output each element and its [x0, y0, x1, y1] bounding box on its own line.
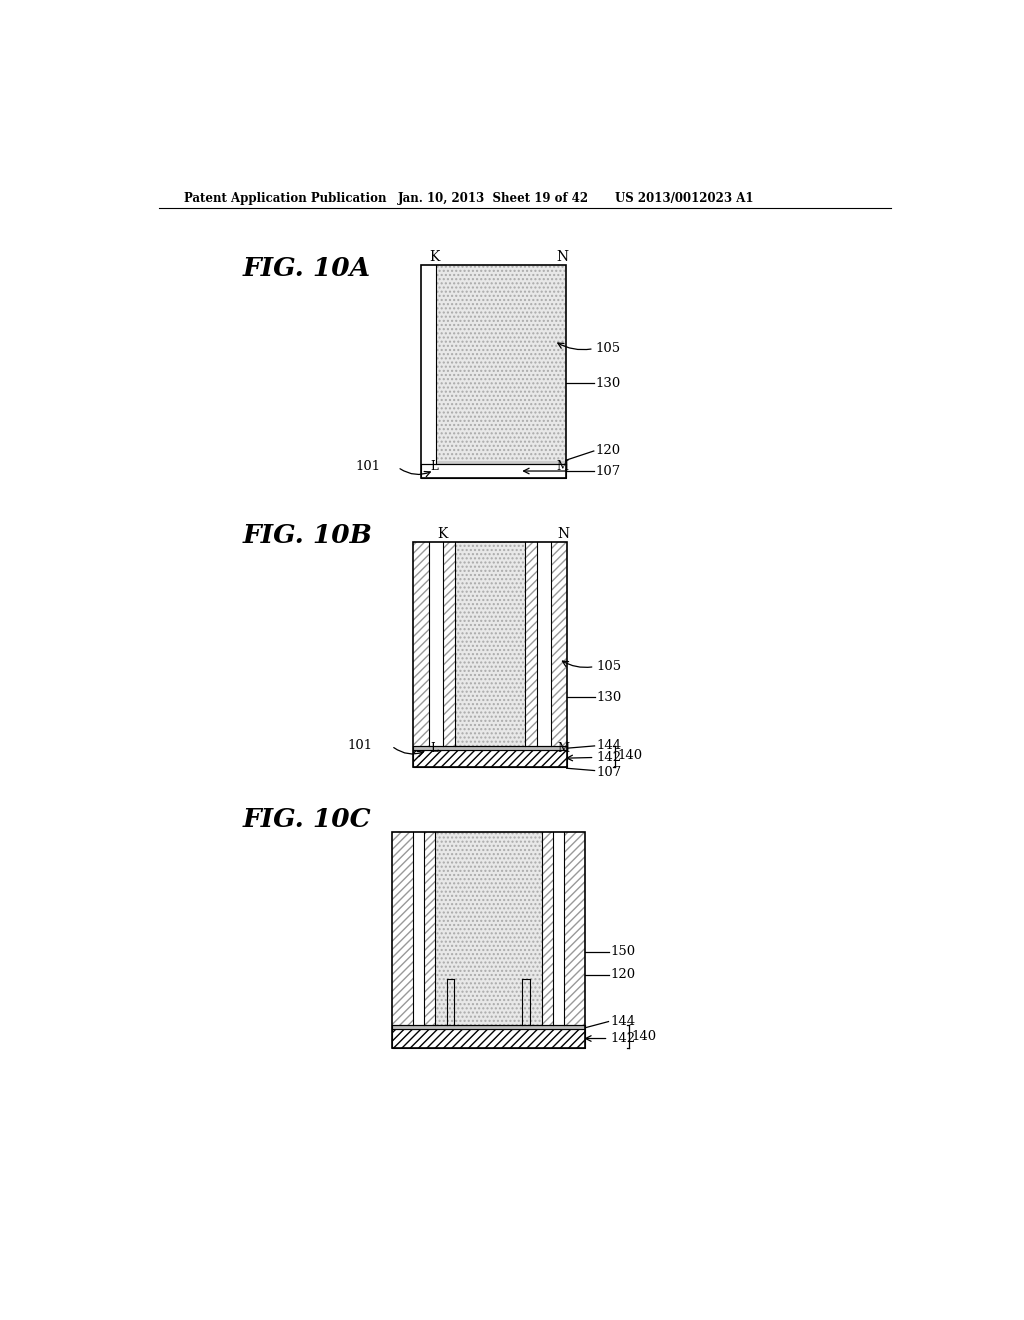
Text: 142: 142 [610, 1032, 635, 1045]
Text: 120: 120 [595, 445, 621, 458]
Bar [414, 746, 566, 750]
Text: L: L [430, 459, 438, 473]
Text: 101: 101 [348, 739, 373, 752]
Bar [421, 264, 436, 465]
Bar [442, 543, 455, 746]
Bar [421, 264, 566, 478]
Bar [414, 750, 566, 767]
Text: 150: 150 [610, 945, 635, 958]
Bar [414, 543, 429, 746]
Bar [524, 543, 538, 746]
Text: 142: 142 [596, 751, 622, 764]
Text: US 2013/0012023 A1: US 2013/0012023 A1 [614, 191, 754, 205]
Bar [391, 1030, 586, 1048]
Text: Patent Application Publication: Patent Application Publication [183, 191, 386, 205]
Bar [435, 832, 542, 1026]
Bar [542, 832, 553, 1026]
Text: 105: 105 [595, 342, 621, 355]
Bar [421, 465, 566, 478]
Text: 107: 107 [596, 767, 622, 779]
Text: 101: 101 [355, 459, 381, 473]
Text: 144: 144 [596, 739, 622, 752]
Text: 130: 130 [596, 690, 622, 704]
Bar [424, 832, 435, 1026]
Bar [391, 1026, 586, 1030]
Bar [429, 543, 442, 746]
Text: 105: 105 [596, 660, 622, 673]
Text: 107: 107 [595, 465, 621, 478]
Bar [455, 543, 524, 746]
Text: 130: 130 [595, 376, 621, 389]
Text: FIG. 10C: FIG. 10C [243, 807, 372, 832]
Bar [414, 543, 566, 767]
Bar [391, 832, 586, 1048]
Text: L: L [430, 742, 438, 755]
Text: N: N [557, 527, 569, 541]
Text: 140: 140 [617, 750, 643, 763]
Text: M: M [557, 742, 569, 755]
Bar [414, 832, 424, 1026]
Bar [391, 832, 414, 1026]
Text: M: M [557, 459, 568, 473]
Bar [436, 461, 566, 465]
Text: N: N [557, 249, 569, 264]
Text: K: K [437, 527, 447, 541]
Bar [551, 543, 566, 746]
Bar [563, 832, 586, 1026]
Text: FIG. 10A: FIG. 10A [243, 256, 371, 281]
Text: 140: 140 [632, 1030, 656, 1043]
Bar [436, 264, 566, 465]
Bar [538, 543, 551, 746]
Text: Jan. 10, 2013  Sheet 19 of 42: Jan. 10, 2013 Sheet 19 of 42 [397, 191, 589, 205]
Text: FIG. 10B: FIG. 10B [243, 523, 373, 548]
Text: 120: 120 [610, 968, 635, 981]
Bar [553, 832, 563, 1026]
Text: 144: 144 [610, 1015, 635, 1028]
Text: K: K [430, 249, 440, 264]
